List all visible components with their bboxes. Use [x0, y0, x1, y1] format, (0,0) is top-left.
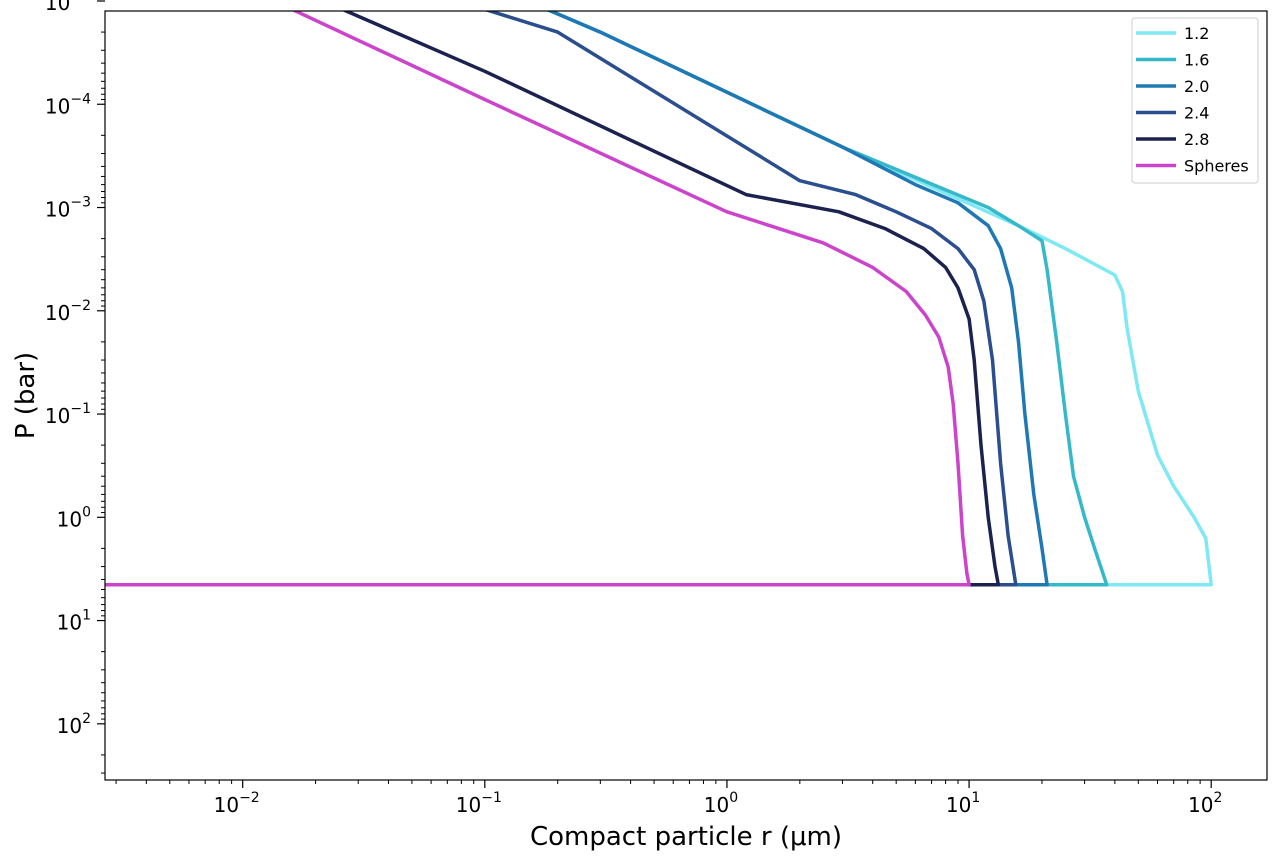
y-tick-label: 101 [57, 608, 91, 635]
y-tick-label: 10−1 [45, 401, 91, 428]
x-tick-label: 101 [946, 790, 980, 817]
x-tick-label: 102 [1188, 790, 1222, 817]
legend-label: 2.8 [1184, 130, 1209, 149]
y-tick-label: 10−4 [45, 91, 91, 118]
series-line-1-6 [105, 11, 1109, 587]
legend-label: 2.4 [1184, 104, 1209, 123]
series-line-2-0 [105, 11, 1049, 587]
plot-area [105, 11, 1267, 780]
series-line-2-4 [105, 11, 1018, 587]
plot-background [105, 11, 1267, 780]
legend-label: 1.2 [1184, 24, 1209, 43]
y-tick-label: 10−3 [45, 195, 91, 222]
x-axis-label: Compact particle r (μm) [530, 822, 842, 852]
legend-label: 1.6 [1184, 51, 1209, 70]
legend: 1.2 1.6 2.0 2.4 2.8 Spheres [1131, 17, 1259, 184]
series-layer [105, 11, 1213, 587]
axes: 10−2 10−1 100 101 102 10−5 10−4 10−3 10−2 10−1 100… [45, 0, 1268, 817]
y-tick-label: 100 [57, 504, 91, 531]
series-line-2-8 [105, 11, 1001, 587]
legend-label: 2.0 [1184, 77, 1209, 96]
y-tick-label: 10−2 [45, 298, 91, 325]
x-tick-label: 10−1 [456, 790, 502, 817]
x-tick-label: 100 [704, 790, 738, 817]
y-axis-label: P (bar) [11, 352, 41, 439]
y-tick-label: 10−5 [45, 0, 91, 15]
y-tick-label: 102 [57, 711, 91, 738]
axes-frame [104, 10, 1268, 781]
legend-label: Spheres [1184, 157, 1249, 176]
x-tick-label: 10−2 [214, 790, 260, 817]
series-line-spheres [105, 11, 971, 587]
